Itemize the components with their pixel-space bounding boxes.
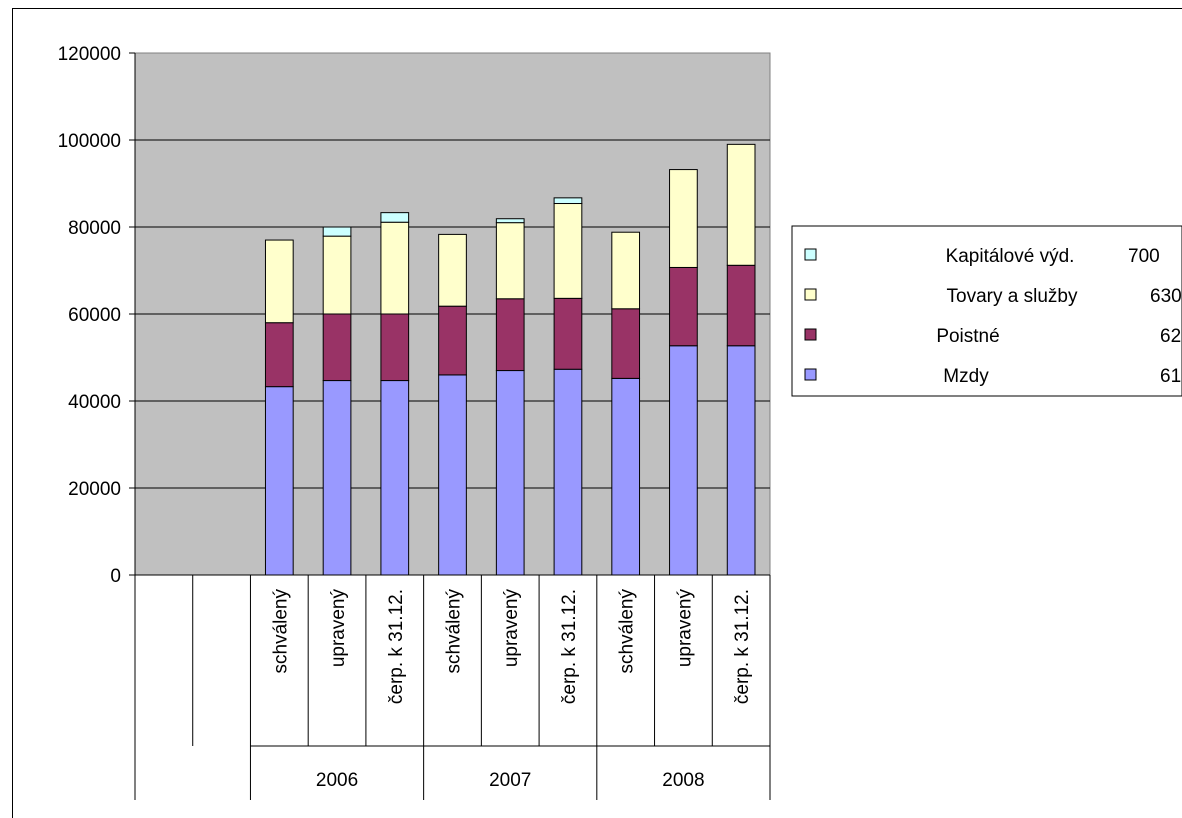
legend-code: 630 [1150,286,1182,307]
y-tick-labels: 0 20000 40000 60000 80000 100000 120000 [58,44,121,587]
bar-segment [495,222,525,300]
bar-segment [438,374,467,576]
y-tick-label: 20000 [68,479,121,500]
bar-segment [611,308,641,379]
bar-segment [322,226,352,237]
x-tick-label: upravený [674,589,695,668]
x-tick-label: schválený [270,589,291,674]
bar-segment [438,305,467,376]
legend: Kapitálové výd. 700 Tovary a služby 630 Pois… [791,225,1182,397]
bar-segment [380,212,410,223]
legend-label: Tovary a služby [947,286,1078,307]
x-tick-label: čerp. k 31.12. [732,589,753,704]
bar-segment [380,380,410,576]
bar-segment [264,386,294,576]
legend-label: Mzdy [943,366,989,387]
x-group-label: 2007 [489,770,531,791]
bar-segment [264,239,294,324]
bar-segment [380,221,410,315]
x-tick-label: čerp. k 31.12. [559,589,580,704]
x-group-label: 2008 [662,770,704,791]
legend-swatch [804,368,817,381]
y-tick-label: 60000 [68,305,121,326]
x-category-labels: schválený upravený čerp. k 31.12. schválený… [134,575,771,800]
x-tick-label: schválený [617,589,638,674]
bar-segment [726,143,756,266]
legend-swatch [804,328,817,341]
bar-segment [380,313,410,382]
bar-segment [495,218,525,224]
x-tick-label: upravený [501,589,522,668]
bar-segment [553,203,583,299]
y-tick-label: 100000 [58,131,121,152]
legend-box [791,225,1182,397]
y-tick-label: 80000 [68,218,121,239]
bar-segment [611,231,641,310]
y-tick-label: 40000 [68,392,121,413]
x-tick-label: upravený [328,589,349,668]
legend-label: Poistné [936,326,999,347]
bar-segment [669,169,698,268]
x-group-label: 2006 [316,770,358,791]
legend-label: Kapitálové výd. [946,246,1075,267]
bar-segment [669,345,698,576]
bar-segment [322,235,352,315]
bar-segment [726,264,756,347]
y-tick-label: 0 [110,566,121,587]
bar-segment [495,298,525,372]
x-tick-label: čerp. k 31.12. [386,589,407,704]
bar-segment [726,345,756,576]
legend-code: 700 [1128,246,1160,267]
bars [264,143,756,576]
bar-segment [264,322,294,388]
bar-segment [553,197,583,205]
bar-segment [322,313,352,382]
legend-swatch [804,248,817,261]
legend-swatch [804,288,817,301]
legend-code: 610 [1160,366,1182,387]
bar-segment [322,380,352,576]
bar-segment [438,233,467,307]
axes [134,53,770,576]
legend-code: 620 [1160,326,1182,347]
bar-segment [669,266,698,347]
bar-segment [553,297,583,370]
x-tick-label: schválený [444,589,465,674]
bar-segment [495,370,525,576]
y-tick-label: 120000 [58,44,121,65]
bar-segment [611,377,641,576]
bar-segment [553,368,583,576]
